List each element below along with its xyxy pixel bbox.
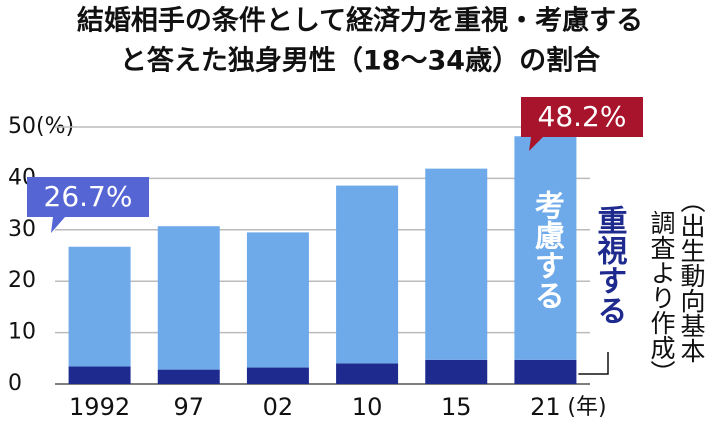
y-tick-label: 10 (8, 320, 36, 345)
x-axis-label: (年) (567, 395, 606, 420)
bar-segment (514, 359, 577, 384)
bar-segment (157, 369, 220, 384)
bar-segment (246, 367, 309, 384)
annotation-box (521, 97, 643, 151)
y-tick-label: 30 (8, 217, 36, 242)
x-tick-label: 1992 (69, 393, 130, 421)
bar-segment (68, 246, 131, 367)
chart-title: と答えた独身男性（18～34歳）の割合 (120, 45, 600, 77)
source-note: 調査より作成） (647, 210, 676, 385)
bar-segment (425, 359, 488, 384)
annotation: 26.7% (44, 180, 133, 213)
bar-segment (336, 185, 399, 364)
legend-label: 考慮する (529, 190, 565, 310)
y-tick-label: 20 (8, 268, 36, 293)
chart-title: 結婚相手の条件として経済力を重視・考慮する (77, 5, 643, 37)
y-tick-label: 0 (8, 371, 22, 396)
legend-label: 重視する (592, 205, 628, 325)
bar-segment (336, 363, 399, 384)
bar-segment (157, 226, 220, 370)
x-tick-label: 15 (441, 393, 472, 421)
source-note: （出生動向基本 (677, 188, 706, 363)
x-tick-label: 21 (530, 393, 561, 421)
legend-leader (578, 352, 609, 375)
bar-segment (514, 136, 577, 360)
bar-segment (425, 168, 488, 360)
x-tick-label: 02 (263, 393, 294, 421)
bar-segment (246, 232, 309, 368)
bar-segment (68, 366, 131, 384)
x-tick-label: 97 (173, 393, 204, 421)
annotation-box (27, 177, 149, 233)
annotation: 48.2% (538, 100, 627, 133)
x-tick-label: 10 (352, 393, 383, 421)
